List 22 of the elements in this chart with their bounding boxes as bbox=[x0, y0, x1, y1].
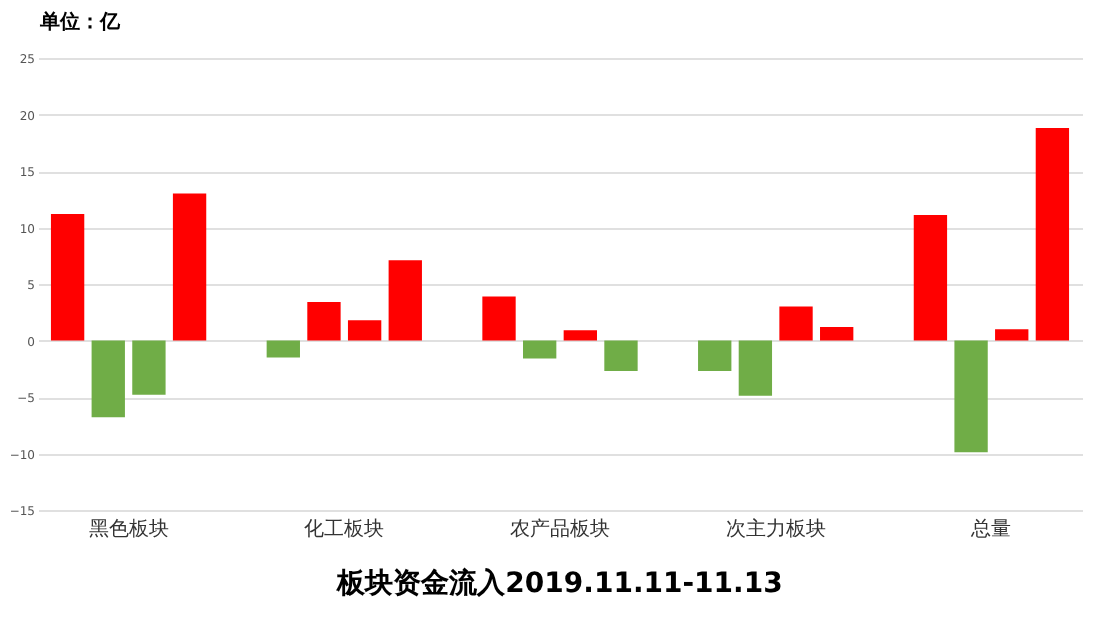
bar bbox=[1035, 128, 1070, 341]
x-tick-label: 黑色板块 bbox=[88, 517, 169, 541]
bar bbox=[820, 326, 854, 341]
bar bbox=[738, 340, 773, 396]
x-tick-label: 化工板块 bbox=[304, 517, 385, 541]
bar bbox=[523, 340, 557, 359]
bar bbox=[995, 329, 1029, 341]
bar bbox=[388, 260, 422, 341]
x-tick-label: 农产品板块 bbox=[510, 517, 610, 541]
bar bbox=[482, 296, 516, 341]
bar bbox=[954, 340, 988, 453]
bar bbox=[347, 320, 382, 341]
bar bbox=[779, 306, 813, 341]
x-tick-label: 次主力板块 bbox=[725, 517, 826, 541]
bar bbox=[172, 193, 207, 341]
text: 板块资金流入2019.11.11-11.13 bbox=[335, 566, 783, 600]
bar bbox=[913, 215, 948, 341]
x-tick-label: 总量 bbox=[969, 517, 1012, 541]
text: 单位：亿 bbox=[40, 12, 120, 36]
bar bbox=[563, 330, 597, 341]
bar bbox=[91, 340, 125, 418]
bar bbox=[50, 213, 85, 341]
